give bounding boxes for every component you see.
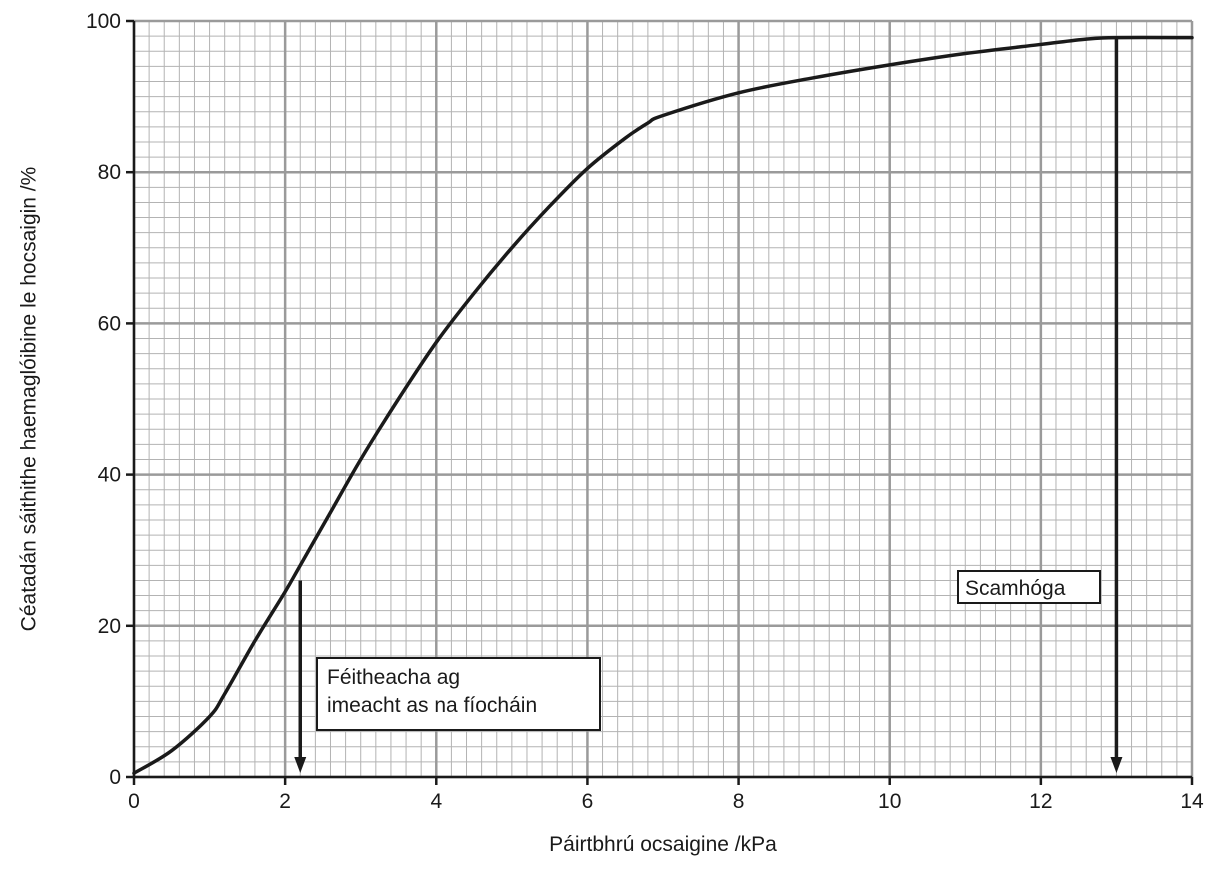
annotations: Féitheacha ag imeacht as na fíocháin Scamh… [294,37,1123,773]
x-tick-label: 4 [430,790,442,813]
x-tick-label: 0 [128,790,140,813]
x-axis-title: Páirtbhrú ocsaigine /kPa [549,833,777,856]
x-tick-label: 12 [1029,790,1052,813]
curve-series [132,35,1194,775]
y-tick-label: 40 [98,464,121,487]
annotation-arrow-head [294,757,307,773]
dissociation-curve [132,35,1194,775]
y-tick-label: 60 [98,312,121,335]
x-tick-label: 6 [582,790,594,813]
annotation-arrow-head [1110,757,1123,773]
annotation-label-text: imeacht as na fíocháin [327,694,537,717]
chart-grid [132,19,1194,779]
y-tick-label: 80 [98,161,121,184]
y-tick-label: 0 [109,766,121,789]
x-axis-ticks: 0 2 4 6 8 10 12 14 [128,777,1204,813]
chart-axes [132,21,1192,779]
x-tick-label: 10 [878,790,901,813]
x-tick-label: 2 [279,790,291,813]
annotation-label-box [957,570,1101,604]
y-axis-title: Céatadán sáithithe haemaglóibine le hocs… [18,167,41,632]
annotation-label-text: Féitheacha ag [327,666,460,689]
annotation-label-text: Scamhóga [965,577,1066,600]
y-axis-ticks: 0 20 40 60 80 100 [86,10,134,789]
x-tick-label: 14 [1180,790,1204,813]
y-tick-label: 20 [98,615,121,638]
y-tick-label: 100 [86,10,121,33]
x-tick-label: 8 [733,790,745,813]
annotation-label-box [316,657,601,731]
